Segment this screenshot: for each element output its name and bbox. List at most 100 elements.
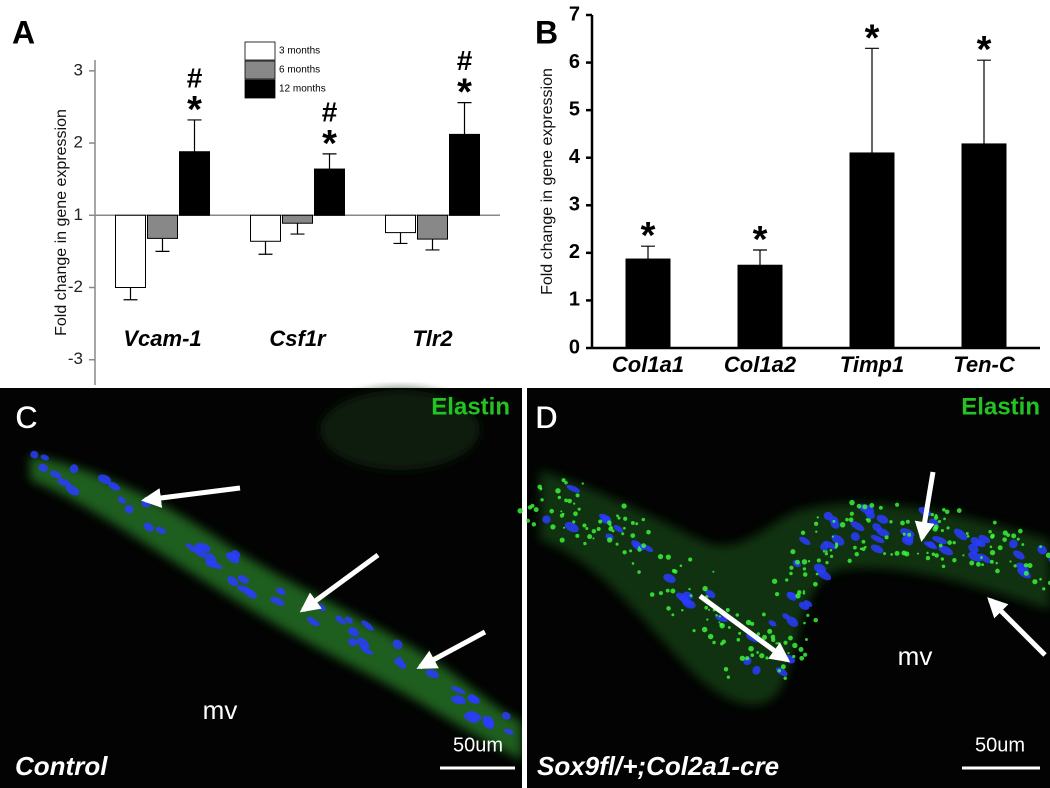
arrow <box>698 593 791 663</box>
elastin-speck <box>832 519 836 523</box>
elastin-speck <box>861 539 866 544</box>
elastin-speck <box>825 550 828 553</box>
nuclei <box>30 450 514 735</box>
elastin-speck <box>774 591 780 597</box>
arrow <box>987 597 1047 657</box>
elastin-speck <box>559 513 565 518</box>
nucleus <box>482 718 494 729</box>
elastin-speck <box>792 654 796 659</box>
nucleus <box>663 573 676 584</box>
elastin-speck <box>575 493 580 498</box>
elastin-speck <box>772 655 776 659</box>
elastin-speck <box>577 507 581 511</box>
bar <box>417 214 448 240</box>
elastin-speck <box>933 515 939 520</box>
elastin-speck <box>822 550 826 553</box>
elastin-speck <box>658 591 663 596</box>
elastin-speck <box>1017 528 1023 534</box>
elastin-speck <box>581 482 584 485</box>
error-bar <box>155 238 170 252</box>
legend-swatch <box>244 60 276 80</box>
elastin-speck <box>562 526 566 529</box>
elastin-speck <box>916 552 920 555</box>
elastin-speck <box>587 534 593 540</box>
nucleus <box>356 637 370 649</box>
elastin-speck <box>966 534 970 538</box>
nucleus <box>204 552 217 564</box>
elastin-speck <box>719 622 724 627</box>
panel-label: D <box>535 399 558 435</box>
condition-label: Sox9fl/+;Col2a1-cre <box>537 751 779 781</box>
elastin-speck <box>878 505 883 510</box>
y-axis-label: Fold change in gene expression <box>53 109 70 336</box>
nucleus <box>361 620 374 631</box>
elastin-speck <box>702 585 708 592</box>
nucleus <box>870 534 885 544</box>
elastin-speck <box>727 626 731 629</box>
elastin-speck <box>641 543 647 549</box>
bar <box>115 214 146 288</box>
nucleus <box>823 511 833 521</box>
significance-marker: * <box>187 89 202 131</box>
elastin-speck <box>607 537 613 543</box>
elastin-speck <box>777 668 782 673</box>
elastin-speck <box>902 532 906 536</box>
elastin-speck <box>649 592 655 597</box>
elastin-speck <box>802 572 808 577</box>
legend-label: 3 months <box>279 46 320 57</box>
elastin-speck <box>598 519 603 524</box>
bar <box>849 152 895 349</box>
elastin-speck <box>1032 579 1038 585</box>
bar <box>179 151 210 216</box>
elastin-speck <box>940 557 945 561</box>
y-tick-label: 7 <box>569 3 580 25</box>
elastin-speck <box>829 548 833 552</box>
y-tick-label: 2 <box>569 241 580 263</box>
y-tick-label: 1 <box>569 289 580 311</box>
nucleus <box>876 514 889 524</box>
y-tick-label: 6 <box>569 51 580 73</box>
elastin-speck <box>900 520 905 526</box>
elastin-speck <box>947 540 952 545</box>
x-tick-label: Ten-C <box>953 352 1016 377</box>
error-bar <box>258 241 273 255</box>
elastin-speck <box>864 545 867 549</box>
nucleus <box>799 536 811 546</box>
x-tick-label: Timp1 <box>840 352 904 377</box>
elastin-speck <box>952 557 957 563</box>
elastin-speck <box>559 537 565 543</box>
elastin-speck <box>657 553 664 560</box>
x-tick-label: Tlr2 <box>412 326 453 351</box>
elastin-speck <box>616 514 619 518</box>
elastin-speck <box>735 613 740 617</box>
elastin-speck <box>617 516 621 520</box>
significance-marker: # <box>187 62 203 93</box>
bar <box>250 214 281 242</box>
elastin-speck <box>853 545 857 550</box>
nucleus <box>786 616 799 627</box>
elastin-speck <box>788 635 793 641</box>
elastin-speck <box>933 524 939 530</box>
bar <box>314 168 345 216</box>
elastin-speck <box>862 504 868 510</box>
elastin-speck <box>689 594 693 597</box>
elastin-speck <box>806 613 810 617</box>
elastin-speck <box>637 570 641 574</box>
elastin-speck <box>560 510 563 513</box>
significance-marker: * <box>753 219 768 261</box>
elastin-speck <box>849 511 854 516</box>
elastin-speck <box>859 547 863 551</box>
elastin-speck <box>995 568 1000 574</box>
elastin-speck <box>665 588 670 593</box>
elastin-speck <box>807 560 811 563</box>
elastin-speck <box>736 637 741 642</box>
elastin-speck <box>801 559 808 565</box>
arrow <box>141 485 241 508</box>
legend-swatch <box>244 41 276 61</box>
nucleus <box>236 585 252 594</box>
nucleus <box>65 484 80 496</box>
elastin-speck <box>622 550 627 555</box>
nucleus <box>613 525 624 533</box>
nucleus <box>450 696 462 704</box>
nucleus <box>38 463 48 473</box>
